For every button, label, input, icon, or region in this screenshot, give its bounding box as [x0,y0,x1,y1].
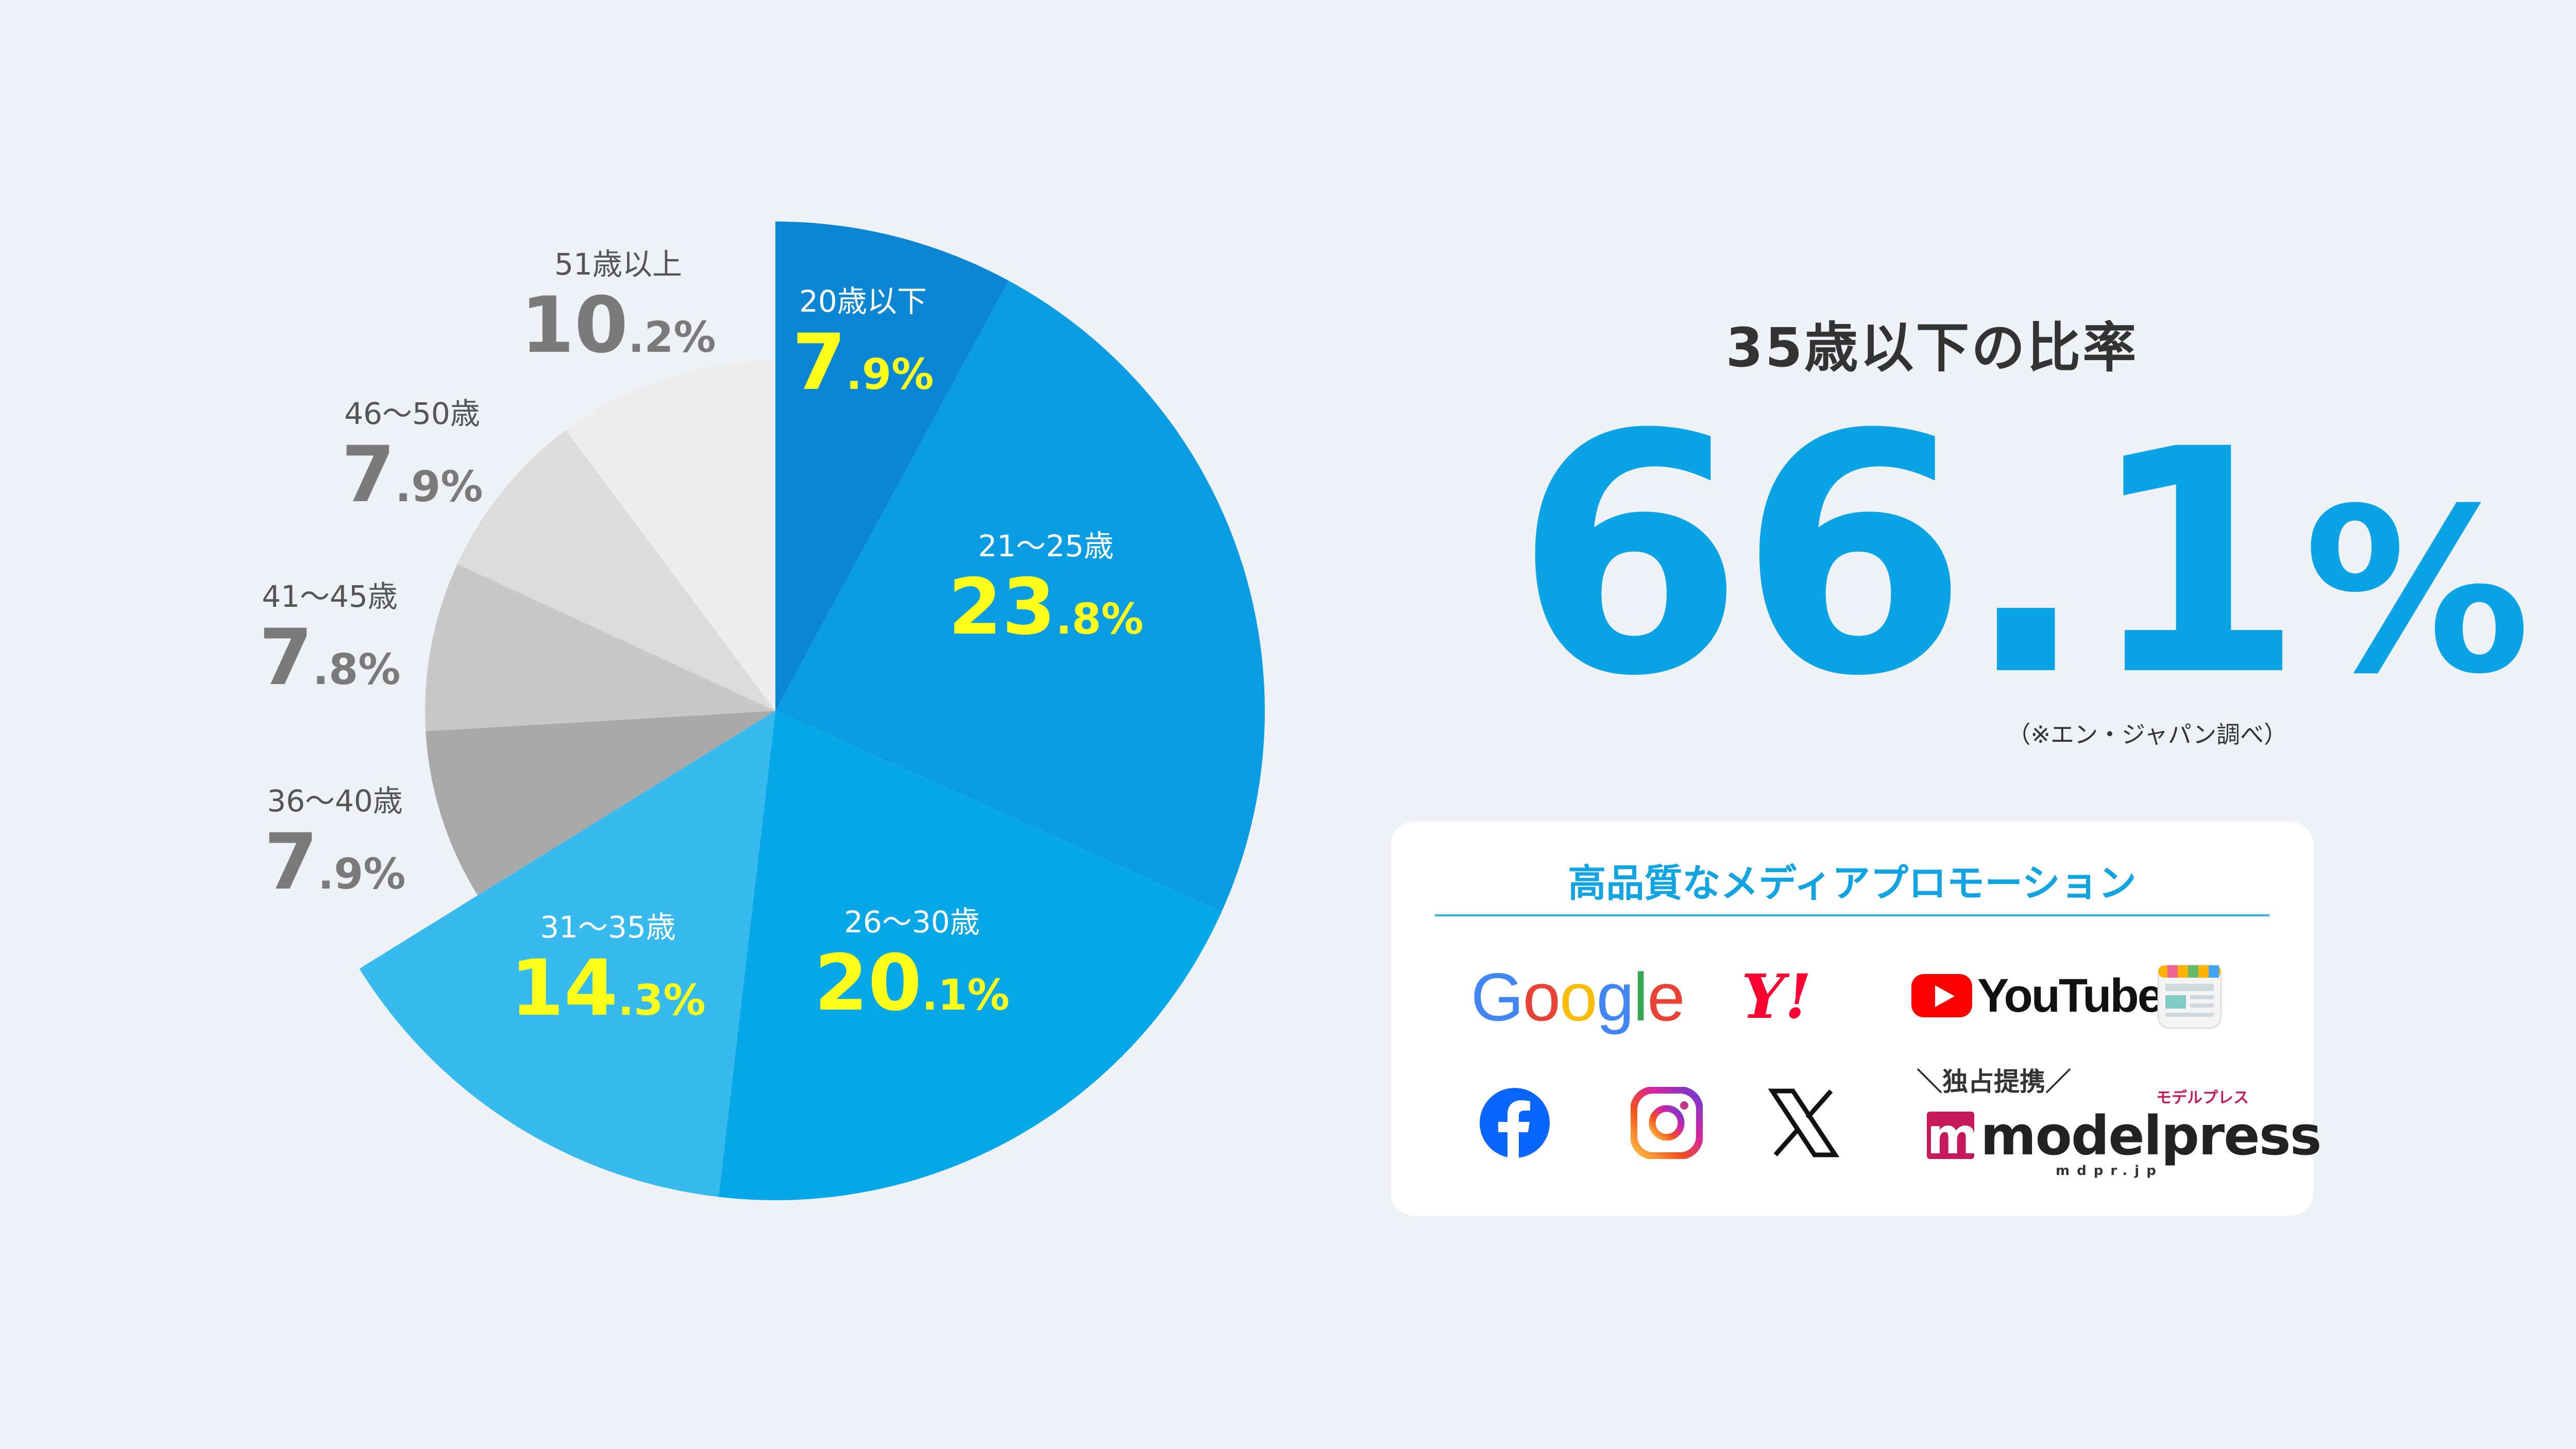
modelpress-domain: mdpr.jp [2056,1163,2163,1179]
facebook-icon [1480,1088,1550,1158]
slice-category-label: 51歳以上 [554,247,682,282]
news-icon [2157,964,2222,1029]
youtube-wordmark: YouTube [1977,969,2164,1022]
yahoo-logo: Y! [1741,961,1812,1032]
slice-value-label: 14.3% [510,944,705,1033]
pie-slice [425,564,775,731]
media-divider [1435,914,2269,916]
slice-value-label: 20.1% [814,939,1009,1028]
slice-value-label: 23.8% [948,562,1143,652]
pie-slice [457,430,775,711]
ratio-value: 66.1% [1515,391,2531,728]
ratio-value-decimal: 1 [2088,383,2304,743]
google-letter: o [1522,959,1561,1035]
slice-value-label: 7.9% [264,817,406,907]
pie-slice [566,361,775,711]
slice-value-label: 10.2% [520,281,716,370]
slice-value-label: 7.9% [792,318,934,407]
google-letter: g [1596,959,1634,1035]
pie-slice [775,280,1265,912]
youtube-play-icon [1911,974,1972,1017]
slice-category-label: 46〜50歳 [344,396,480,431]
x-icon [1768,1088,1839,1157]
slice-value-label: 7.9% [342,430,483,520]
pie-slice [718,711,1222,1201]
media-promotion-title: 高品質なメディアプロモーション [1568,861,2137,906]
google-letter: o [1560,959,1597,1035]
slice-category-label: 31〜35歳 [540,910,676,945]
modelpress-logo: モデルプレス modelpress mdpr.jp [1927,1089,2322,1179]
pie-slice [775,221,1009,711]
slice-category-label: 41〜45歳 [262,579,398,614]
google-letter: e [1647,959,1685,1035]
slice-category-label: 26〜30歳 [844,905,980,940]
ratio-value-dot: . [1963,364,2089,748]
ratio-title: 35歳以下の比率 [1725,316,2139,379]
slice-value-label: 7.8% [259,613,401,703]
modelpress-kana: モデルプレス [2156,1089,2249,1107]
exclusive-partnership-label: ＼独占提携／ [1917,1067,2071,1097]
slice-category-label: 20歳以下 [799,284,927,319]
instagram-icon [1631,1087,1703,1159]
pie-slice [359,711,775,1197]
slice-category-label: 21〜25歳 [978,529,1114,564]
survey-note: （※エン・ジャパン調べ） [2007,721,2287,748]
modelpress-wordmark: modelpress [1980,1104,2322,1167]
media-promotion-card: 高品質なメディアプロモーション Google Y! YouTube [1391,822,2322,1216]
google-logo: Google [1471,958,1685,1036]
ratio-value-percent: % [2303,460,2531,724]
modelpress-mark-icon [1927,1107,1974,1165]
google-letter: l [1633,959,1648,1035]
ratio-value-integer: 66 [1515,364,1969,748]
google-letter: G [1471,959,1524,1035]
slice-category-label: 36〜40歳 [267,783,403,819]
pie-slice [426,711,775,896]
